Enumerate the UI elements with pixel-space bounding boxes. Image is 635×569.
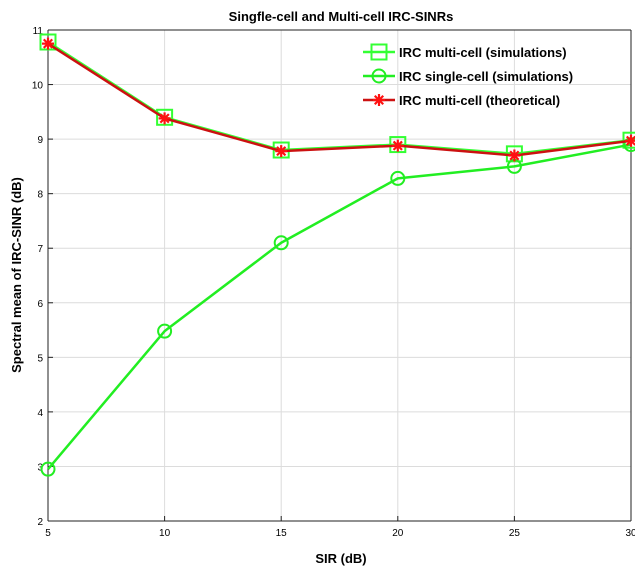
- x-tick-label-3: 20: [392, 528, 404, 539]
- series-2: [42, 37, 635, 162]
- y-tick-label-8: 10: [32, 81, 44, 92]
- x-tick-label-5: 30: [625, 528, 635, 539]
- series-2-line: [47, 42, 632, 157]
- x-tick-label-0: 5: [45, 528, 51, 539]
- series-2-point-3-stroke-3: [392, 140, 403, 151]
- y-tick-label-9: 11: [33, 26, 44, 37]
- y-tick-label-1: 3: [37, 462, 43, 473]
- y-tick-label-0: 2: [37, 517, 43, 528]
- series-0-point-5: [622, 131, 635, 149]
- series-2-point-2-stroke-3: [276, 146, 287, 157]
- legend-label-0: IRC multi-cell (simulations): [399, 45, 567, 60]
- legend-label-1: IRC single-cell (simulations): [399, 69, 573, 84]
- series-2-point-1: [158, 112, 171, 125]
- x-tick-label-4: 25: [509, 528, 521, 539]
- y-tick-label-2: 4: [37, 408, 43, 419]
- legend-label-2: IRC multi-cell (theoretical): [399, 93, 560, 108]
- tick-labels: 5 10 15 20 25 30 2 3 4 5 6 7 8 9 10 11: [32, 26, 635, 539]
- series-2-point-2: [275, 145, 288, 158]
- legend: IRC multi-cell (simulations) IRC single-c…: [363, 43, 573, 108]
- chart-title: Singfle-cell and Multi-cell IRC-SINRs: [229, 9, 454, 24]
- series-1-point-0: [40, 461, 56, 477]
- legend-marker-2: [373, 94, 385, 106]
- series-2-point-0: [42, 37, 54, 50]
- series-2-point-3: [391, 139, 404, 152]
- y-tick-label-5: 7: [37, 244, 43, 255]
- y-tick-label-3: 5: [37, 353, 43, 364]
- y-tick-label-7: 9: [37, 135, 43, 146]
- series-2-point-4-stroke-3: [509, 150, 520, 161]
- y-axis-label: Spectral mean of IRC-SINR (dB): [9, 177, 24, 373]
- series-0-point-3: [389, 136, 407, 154]
- legend-marker-0: [370, 43, 388, 61]
- legend-entry-2: IRC multi-cell (theoretical): [363, 93, 560, 108]
- legend-entry-0: IRC multi-cell (simulations): [363, 43, 567, 61]
- x-tick-label-2: 15: [276, 528, 288, 539]
- series-2-point-1-stroke-3: [159, 113, 170, 124]
- series-0-point-1: [156, 108, 174, 126]
- series-1-point-3: [390, 170, 406, 186]
- axes: [47, 29, 632, 522]
- series-1-line: [47, 143, 632, 470]
- legend-entry-1: IRC single-cell (simulations): [363, 68, 573, 84]
- x-tick-label-1: 10: [159, 528, 171, 539]
- y-tick-label-6: 8: [37, 190, 43, 201]
- series-1-point-1: [157, 323, 173, 339]
- y-tick-label-4: 6: [37, 299, 43, 310]
- legend-marker-1: [371, 68, 387, 84]
- series-2-point-0-stroke-3: [42, 38, 54, 49]
- series: [39, 33, 635, 477]
- series-2-point-5-stroke-3: [625, 135, 635, 146]
- series-2-point-5: [625, 134, 635, 147]
- series-1-point-2: [273, 235, 289, 251]
- series-2-point-4: [508, 149, 521, 162]
- legend-marker-2-stroke-3: [373, 94, 385, 106]
- x-axis-label: SIR (dB): [315, 551, 366, 566]
